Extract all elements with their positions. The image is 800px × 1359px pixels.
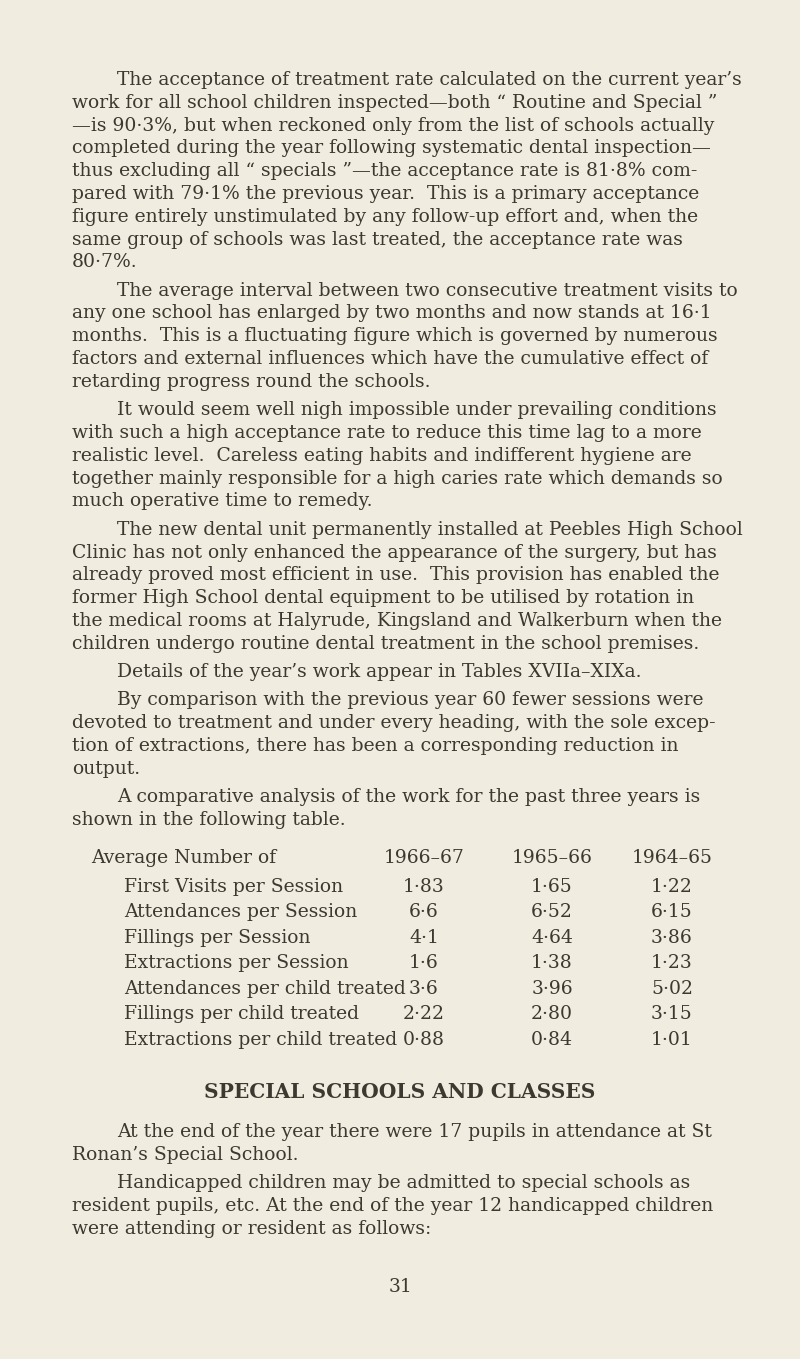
Text: shown in the following table.: shown in the following table. — [72, 811, 346, 829]
Text: —is 90·3%, but when reckoned only from the list of schools actually: —is 90·3%, but when reckoned only from t… — [72, 117, 714, 135]
Text: much operative time to remedy.: much operative time to remedy. — [72, 492, 373, 511]
Text: 3·96: 3·96 — [531, 980, 573, 998]
Text: months.  This is a fluctuating figure which is governed by numerous: months. This is a fluctuating figure whi… — [72, 328, 718, 345]
Text: retarding progress round the schools.: retarding progress round the schools. — [72, 372, 430, 391]
Text: 1·38: 1·38 — [531, 954, 573, 972]
Text: 3·86: 3·86 — [651, 928, 693, 947]
Text: SPECIAL SCHOOLS AND CLASSES: SPECIAL SCHOOLS AND CLASSES — [204, 1082, 596, 1102]
Text: 3·15: 3·15 — [651, 1006, 693, 1023]
Text: Handicapped children may be admitted to special schools as: Handicapped children may be admitted to … — [117, 1174, 690, 1192]
Text: 2·80: 2·80 — [531, 1006, 573, 1023]
Text: The new dental unit permanently installed at Peebles High School: The new dental unit permanently installe… — [117, 520, 742, 538]
Text: At the end of the year there were 17 pupils in attendance at St: At the end of the year there were 17 pup… — [117, 1123, 712, 1142]
Text: 1·6: 1·6 — [409, 954, 439, 972]
Text: Attendances per Session: Attendances per Session — [124, 904, 358, 921]
Text: Average Number of: Average Number of — [91, 849, 277, 867]
Text: 6·15: 6·15 — [651, 904, 693, 921]
Text: The acceptance of treatment rate calculated on the current year’s: The acceptance of treatment rate calcula… — [117, 71, 742, 88]
Text: realistic level.  Careless eating habits and indifferent hygiene are: realistic level. Careless eating habits … — [72, 447, 692, 465]
Text: output.: output. — [72, 760, 140, 777]
Text: 5·02: 5·02 — [651, 980, 693, 998]
Text: 4·1: 4·1 — [409, 928, 439, 947]
Text: with such a high acceptance rate to reduce this time lag to a more: with such a high acceptance rate to redu… — [72, 424, 702, 442]
Text: together mainly responsible for a high caries rate which demands so: together mainly responsible for a high c… — [72, 470, 722, 488]
Text: thus excluding all “ specials ”—the acceptance rate is 81·8% com-: thus excluding all “ specials ”—the acce… — [72, 162, 698, 181]
Text: Extractions per Session: Extractions per Session — [124, 954, 349, 972]
Text: 6·52: 6·52 — [531, 904, 573, 921]
Text: 31: 31 — [388, 1277, 412, 1296]
Text: Fillings per Session: Fillings per Session — [124, 928, 310, 947]
Text: same group of schools was last treated, the acceptance rate was: same group of schools was last treated, … — [72, 231, 683, 249]
Text: Clinic has not only enhanced the appearance of the surgery, but has: Clinic has not only enhanced the appeara… — [72, 544, 717, 561]
Text: First Visits per Session: First Visits per Session — [124, 878, 343, 896]
Text: were attending or resident as follows:: were attending or resident as follows: — [72, 1220, 431, 1238]
Text: devoted to treatment and under every heading, with the sole excep-: devoted to treatment and under every hea… — [72, 713, 716, 733]
Text: It would seem well nigh impossible under prevailing conditions: It would seem well nigh impossible under… — [117, 401, 717, 419]
Text: 1·83: 1·83 — [403, 878, 445, 896]
Text: 1966–67: 1966–67 — [383, 849, 465, 867]
Text: any one school has enlarged by two months and now stands at 16·1: any one school has enlarged by two month… — [72, 304, 712, 322]
Text: work for all school children inspected—both “ Routine and Special ”: work for all school children inspected—b… — [72, 94, 718, 111]
Text: Extractions per child treated: Extractions per child treated — [124, 1031, 397, 1049]
Text: 1964–65: 1964–65 — [631, 849, 713, 867]
Text: 3·6: 3·6 — [409, 980, 439, 998]
Text: pared with 79·1% the previous year.  This is a primary acceptance: pared with 79·1% the previous year. This… — [72, 185, 699, 202]
Text: 4·64: 4·64 — [531, 928, 573, 947]
Text: 0·84: 0·84 — [531, 1031, 573, 1049]
Text: already proved most efficient in use.  This provision has enabled the: already proved most efficient in use. Th… — [72, 567, 719, 584]
Text: Ronan’s Special School.: Ronan’s Special School. — [72, 1146, 298, 1163]
Text: 1965–66: 1965–66 — [511, 849, 593, 867]
Text: factors and external influences which have the cumulative effect of: factors and external influences which ha… — [72, 351, 708, 368]
Text: 80·7%.: 80·7%. — [72, 253, 138, 272]
Text: children undergo routine dental treatment in the school premises.: children undergo routine dental treatmen… — [72, 635, 699, 652]
Text: 1·23: 1·23 — [651, 954, 693, 972]
Text: Attendances per child treated: Attendances per child treated — [124, 980, 406, 998]
Text: 2·22: 2·22 — [403, 1006, 445, 1023]
Text: The average interval between two consecutive treatment visits to: The average interval between two consecu… — [117, 281, 738, 300]
Text: 1·01: 1·01 — [651, 1031, 693, 1049]
Text: former High School dental equipment to be utilised by rotation in: former High School dental equipment to b… — [72, 588, 694, 607]
Text: figure entirely unstimulated by any follow-up effort and, when the: figure entirely unstimulated by any foll… — [72, 208, 698, 226]
Text: By comparison with the previous year 60 fewer sessions were: By comparison with the previous year 60 … — [117, 692, 703, 709]
Text: tion of extractions, there has been a corresponding reduction in: tion of extractions, there has been a co… — [72, 737, 678, 754]
Text: 0·88: 0·88 — [403, 1031, 445, 1049]
Text: resident pupils, etc. At the end of the year 12 handicapped children: resident pupils, etc. At the end of the … — [72, 1197, 714, 1215]
Text: A comparative analysis of the work for the past three years is: A comparative analysis of the work for t… — [117, 788, 700, 806]
Text: 6·6: 6·6 — [409, 904, 439, 921]
Text: completed during the year following systematic dental inspection—: completed during the year following syst… — [72, 140, 711, 158]
Text: Fillings per child treated: Fillings per child treated — [124, 1006, 359, 1023]
Text: 1·22: 1·22 — [651, 878, 693, 896]
Text: Details of the year’s work appear in Tables XVIIa–XIXa.: Details of the year’s work appear in Tab… — [117, 663, 642, 681]
Text: 1·65: 1·65 — [531, 878, 573, 896]
Text: the medical rooms at Halyrude, Kingsland and Walkerburn when the: the medical rooms at Halyrude, Kingsland… — [72, 612, 722, 631]
